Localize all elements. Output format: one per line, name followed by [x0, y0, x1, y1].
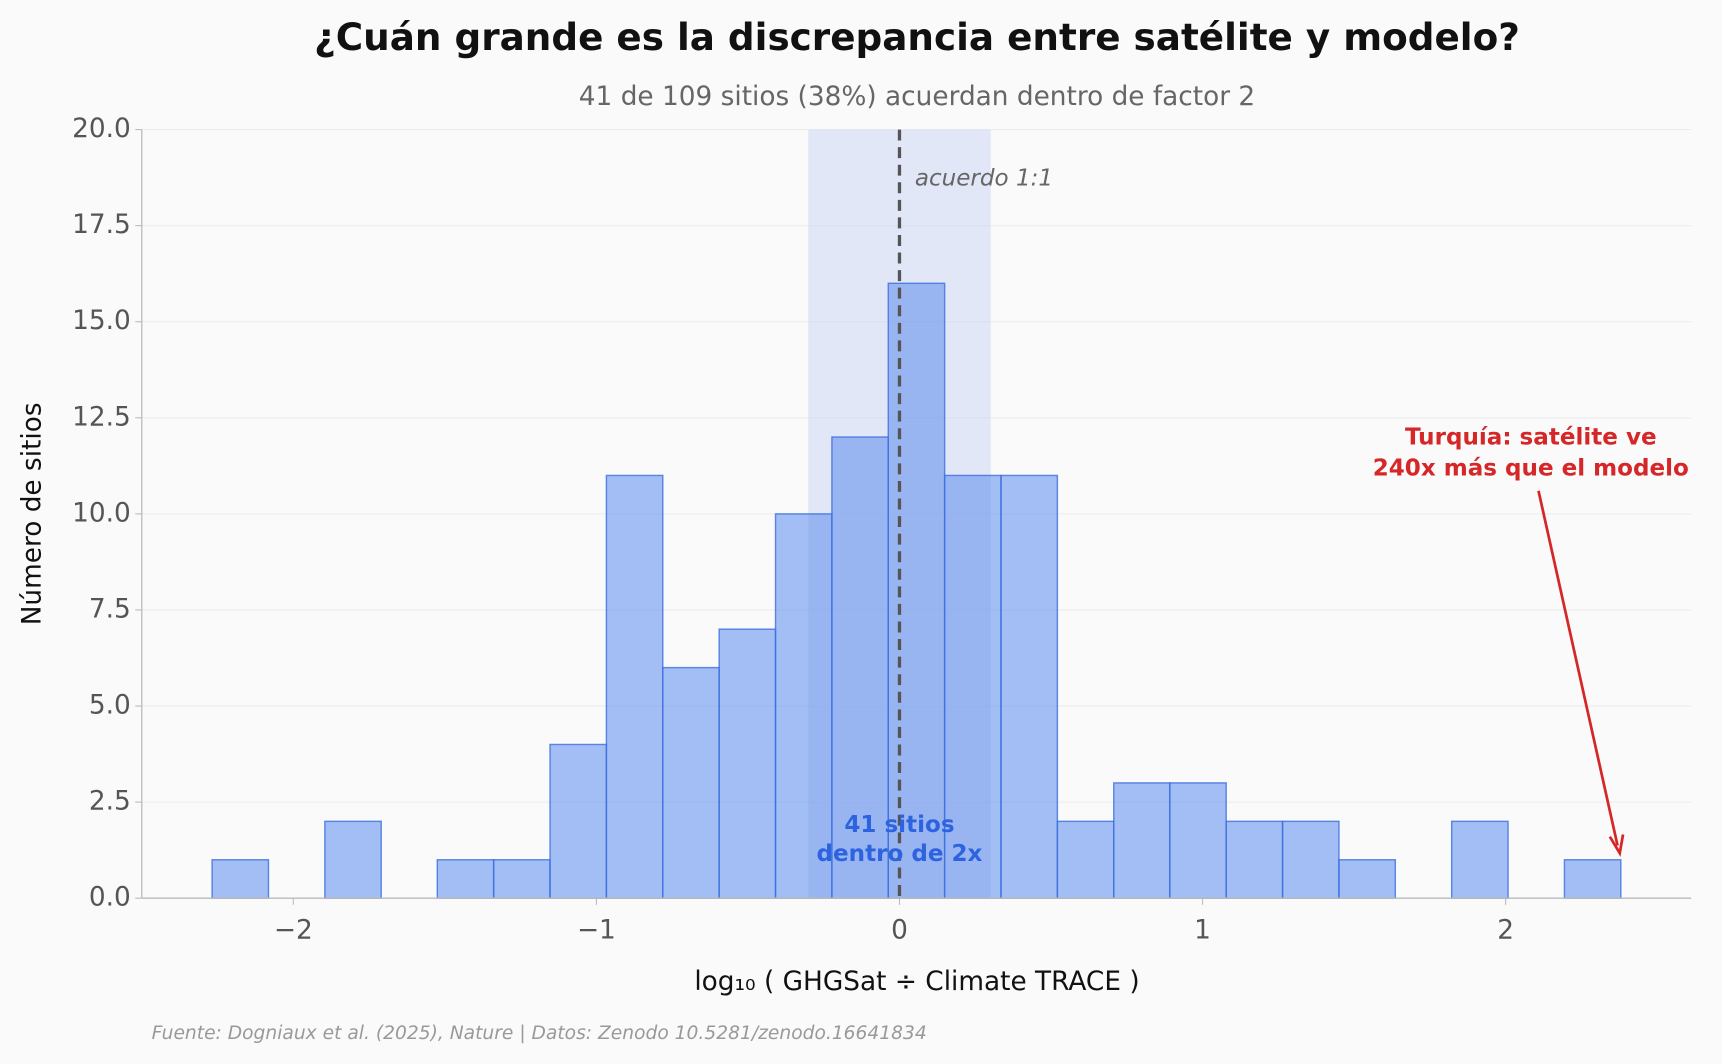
- y-tick-label: 5.0: [89, 691, 131, 721]
- reference-label: acuerdo 1:1: [915, 165, 1053, 191]
- histogram-bar: [1281, 820, 1340, 899]
- histogram-bar: [1450, 820, 1509, 899]
- band-label: dentro de 2x: [817, 841, 983, 867]
- x-tick-label: −1: [577, 916, 616, 946]
- histogram-bar: [211, 859, 270, 899]
- x-axis-label: log₁₀ ( GHGSat ÷ Climate TRACE ): [694, 967, 1139, 997]
- histogram-bar: [492, 859, 551, 899]
- histogram-bar: [943, 474, 1002, 899]
- histogram-bar: [1056, 820, 1115, 899]
- callout-label: Turquía: satélite ve: [1405, 425, 1657, 451]
- callout-arrowhead: [1608, 834, 1625, 858]
- band-label: 41 sitios: [844, 812, 954, 838]
- chart-title: ¿Cuán grande es la discrepancia entre sa…: [314, 15, 1520, 59]
- histogram-bar: [887, 282, 946, 899]
- histogram-bar: [1000, 474, 1059, 899]
- y-axis-label: Número de sitios: [18, 402, 48, 625]
- y-tick-label: 15.0: [72, 306, 131, 336]
- y-tick-label: 12.5: [72, 402, 131, 432]
- chart-subtitle: 41 de 109 sitios (38%) acuerdan dentro d…: [579, 82, 1255, 112]
- x-tick-label: −2: [274, 916, 313, 946]
- histogram-bar: [774, 513, 833, 899]
- y-tick-label: 2.5: [89, 787, 131, 817]
- histogram-bar: [1169, 782, 1227, 899]
- histogram-bar: [1338, 859, 1397, 899]
- x-tick-label: 0: [891, 916, 908, 946]
- histogram-bar: [1113, 782, 1171, 899]
- y-tick-label: 17.5: [72, 210, 131, 240]
- histogram-bar: [436, 859, 495, 899]
- histogram-bar: [549, 743, 608, 899]
- histogram-bar: [662, 666, 720, 899]
- callout-arrow: [1537, 490, 1619, 846]
- y-tick-label: 7.5: [89, 594, 131, 624]
- y-tick-label: 20.0: [72, 114, 131, 144]
- x-tick-label: 1: [1194, 916, 1211, 946]
- y-tick-label: 10.0: [72, 498, 131, 528]
- y-tick-label: 0.0: [89, 883, 131, 913]
- x-tick-label: 2: [1497, 916, 1514, 946]
- histogram-bar: [1225, 820, 1284, 899]
- histogram-bar: [324, 820, 382, 899]
- histogram-bar: [1563, 859, 1622, 899]
- histogram-bar: [718, 628, 777, 899]
- callout-label: 240x más que el modelo: [1373, 455, 1689, 481]
- histogram-bar: [831, 436, 889, 899]
- histogram-bar: [605, 474, 664, 899]
- source-note: Fuente: Dogniaux et al. (2025), Nature |…: [152, 1023, 927, 1044]
